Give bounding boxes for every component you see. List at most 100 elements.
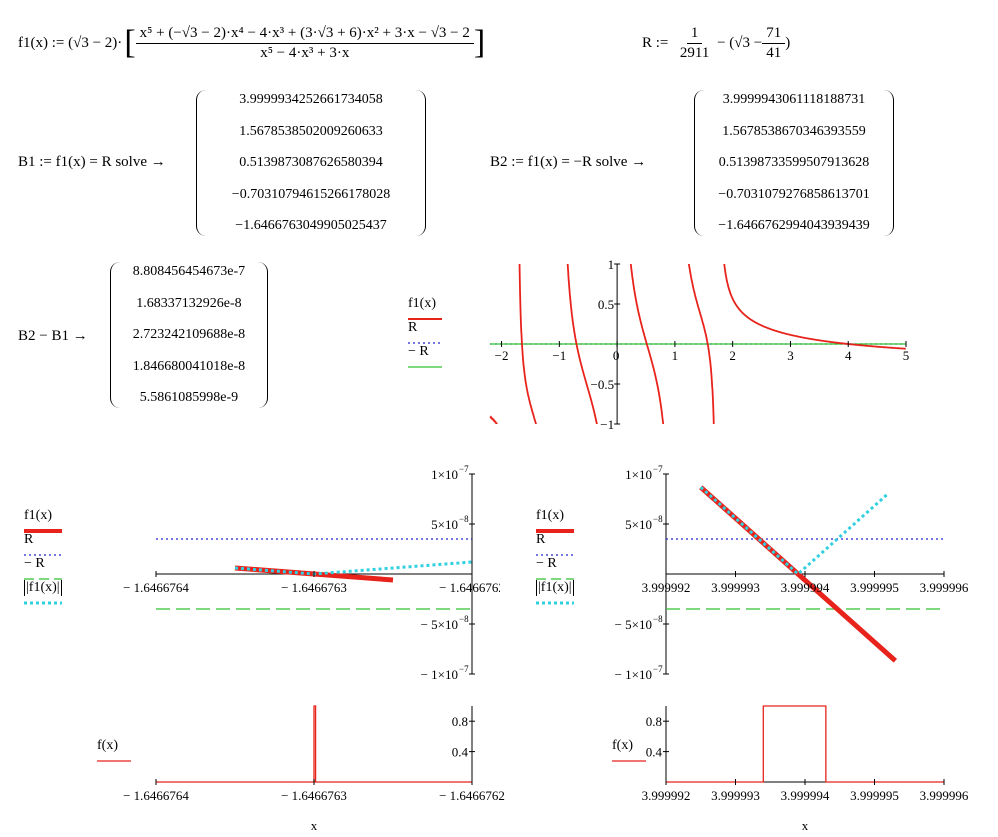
legend-abs-zl: |f1(x)| [24,580,62,596]
b1-value: 1.5678538502009260633 [239,123,383,139]
r-rest: − (√3 − [717,34,763,51]
r-frac1-den: 2911 [679,44,710,61]
diff-value: 1.68337132926e-8 [136,295,242,311]
diff-vector: 8.808456454673e-7 1.68337132926e-8 2.72324… [110,262,268,408]
zoomL-ytick-exp: −7 [459,464,469,474]
f1-fraction: x⁵ + (−√3 − 2)·x⁴ − 4·x³ + (3·√3 + 6)·x²… [135,25,474,62]
b2-value: −0.7031079276858613701 [718,186,870,202]
main-ytick-label: 0.5 [598,297,614,312]
r-frac2-num: 71 [762,25,786,44]
zoomR-xtick-label: 3.999996 [920,580,969,595]
b2-label: B2 := f1(x) = −R solve → [490,154,647,170]
step-right-plot: 3.999992 3.999993 3.999994 3.999995 3.999996… [642,705,969,833]
diff-label: B2 − B1 → [18,328,88,344]
legend-r-zl: R [24,532,34,547]
b2-vector: 3.9999943061118188731 1.56785386703463935… [694,90,894,236]
step-left-legend: f(x) [97,738,137,762]
main-plot: −2 −1 0 1 2 3 4 5 1 0.5 −0.5 −1 [462,258,922,430]
b1-value: −0.70310794615266178028 [231,186,391,202]
main-f1-curve [566,258,599,430]
zoomR-ytick-exp: −7 [653,664,663,674]
step-left-plot: − 1.6466764 − 1.6466763 − 1.6466762 0.8 0.4 x [123,705,505,833]
stepR-ytick-label: 0.4 [646,745,663,760]
f1-lhs: f1(x) := [18,34,65,51]
diff-value: 5.5861085998e-9 [139,390,239,405]
f1-prefix: (√3 − 2)· [68,34,123,51]
b2-value: −1.6466762994043939439 [718,218,870,233]
r-close: ) [785,34,791,51]
stepL-xtick-label: − 1.6466764 [123,788,189,803]
step-right-legend: f(x) [612,738,652,762]
zoomR-ytick-label: 5×10 [625,517,652,532]
stepL-xlabel: x [311,818,318,833]
main-f1-curve [629,258,665,430]
zoomR-ytick-label: 1×10 [625,467,652,482]
legend-f-r: f(x) [612,738,633,753]
legend-neg-r: − R [408,344,429,359]
main-ytick-label: −1 [600,417,614,430]
zoomL-ytick-exp: −7 [459,664,469,674]
diff-value: 1.846680041018e-8 [132,358,246,374]
legend-neg-r-zr: − R [536,556,557,571]
r-fraction-2: 71 41 [762,25,786,62]
zoomR-abs-f1-curve [699,486,890,577]
zoomL-ytick-exp: −8 [459,514,469,524]
main-xtick-label: 4 [845,348,852,363]
zoomL-ytick-label: 5×10 [431,517,458,532]
zoom-right-legend: f1(x) R − R |f1(x)| [536,508,586,605]
f1-denominator: x⁵ − 4·x³ + 3·x [260,44,350,61]
b1-value: 0.5139873087626580394 [239,155,383,170]
zoomL-ytick-label: 1×10 [431,467,458,482]
main-xtick-label: 1 [672,348,679,363]
zoomR-ytick-exp: −8 [653,614,663,624]
zoomR-ytick-exp: −7 [653,464,663,474]
legend-abs-zr: |f1(x)| [536,580,574,596]
main-xtick-label: −2 [495,348,509,363]
legend-f1-zl: f1(x) [24,508,52,523]
stepL-ytick-label: 0.4 [452,745,469,760]
main-f1-curve [518,258,539,430]
zoomR-xtick-label: 3.999995 [850,580,899,595]
b2-value: 0.51398733599507913628 [718,155,870,170]
zoomL-ytick-exp: −8 [459,614,469,624]
diff-value: 8.808456454673e-7 [132,264,246,279]
zoomR-ytick-label: − 5×10 [615,617,652,632]
stepR-xtick-label: 3.999993 [711,788,760,803]
stepR-xtick-label: 3.999995 [850,788,899,803]
zoomL-xtick-label: − 1.6466764 [123,580,189,595]
main-xtick-label: −1 [552,348,566,363]
r-definition: R := 1 2911 − (√3 − 71 41 ) [642,20,790,66]
stepR-xtick-label: 3.999996 [920,788,969,803]
diff-value: 2.723242109688e-8 [132,327,246,342]
stepL-ytick-label: 0.8 [452,714,468,729]
legend-f-l: f(x) [97,738,118,753]
b1-vector: 3.9999934252661734058 1.56785385020092606… [196,90,426,236]
stepL-xtick-label: − 1.6466763 [281,788,347,803]
legend-r-zr: R [536,532,546,547]
zoomL-xtick-label: − 1.6466762 [439,580,500,595]
legend-neg-r-zl: − R [24,556,45,571]
zoomL-ytick-label: − 5×10 [421,617,458,632]
zoomR-xtick-label: 3.999994 [781,580,830,595]
zoomR-xtick-label: 3.999993 [711,580,760,595]
stepL-f-curve [156,705,472,783]
main-f1-curve [722,258,906,350]
legend-f1: f1(x) [408,296,436,311]
f1-numerator: x⁵ + (−√3 − 2)·x⁴ − 4·x³ + (3·√3 + 6)·x²… [135,25,474,44]
zoomL-ytick-label: − 1×10 [421,667,458,682]
zoom-right-plot: 3.999992 3.999993 3.999994 3.999995 3.999996… [615,464,969,682]
main-xtick-label: 5 [903,348,910,363]
zoomR-ytick-label: − 1×10 [615,667,652,682]
main-ytick-label: 1 [608,258,615,272]
stepL-xtick-label: − 1.6466762 [439,788,505,803]
r-lhs: R := [642,34,669,51]
main-f1-curve [687,258,715,430]
stepR-xlabel: x [802,818,809,833]
zoom-left-legend: f1(x) R − R |f1(x)| [24,508,74,605]
main-ytick-label: −0.5 [591,377,615,392]
r-frac1-num: 1 [686,25,703,44]
b2-value: 1.5678538670346393559 [722,123,866,139]
stepR-ytick-label: 0.8 [646,714,662,729]
r-fraction-1: 1 2911 [676,25,713,62]
